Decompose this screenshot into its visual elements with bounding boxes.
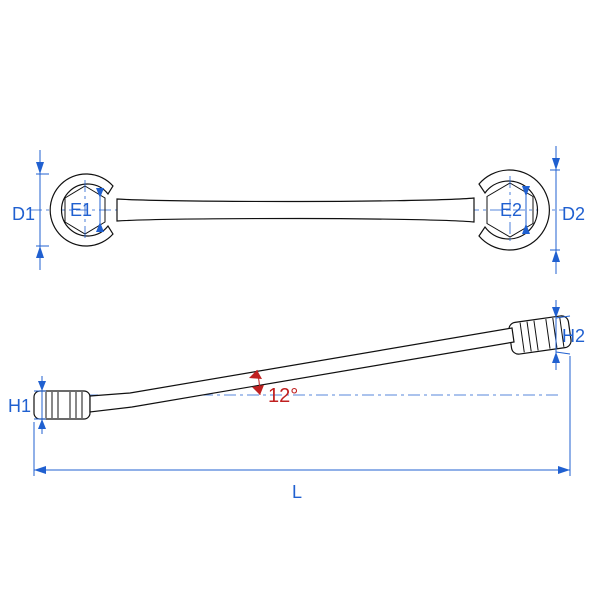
label-L: L [292, 482, 302, 502]
label-E2: E2 [500, 200, 522, 220]
label-H2: H2 [562, 326, 585, 346]
label-E1: E1 [70, 200, 92, 220]
label-H1: H1 [8, 396, 31, 416]
wrench-shaft-side [90, 328, 514, 412]
label-angle: 12° [268, 385, 298, 407]
wrench-dimension-diagram: D1 D2 E1 E2 H1 H2 L 12° [0, 0, 600, 600]
top-view [30, 146, 565, 274]
label-D1: D1 [12, 204, 35, 224]
wrench-shaft-top [117, 198, 474, 222]
side-view [34, 300, 572, 434]
label-D2: D2 [562, 204, 585, 224]
